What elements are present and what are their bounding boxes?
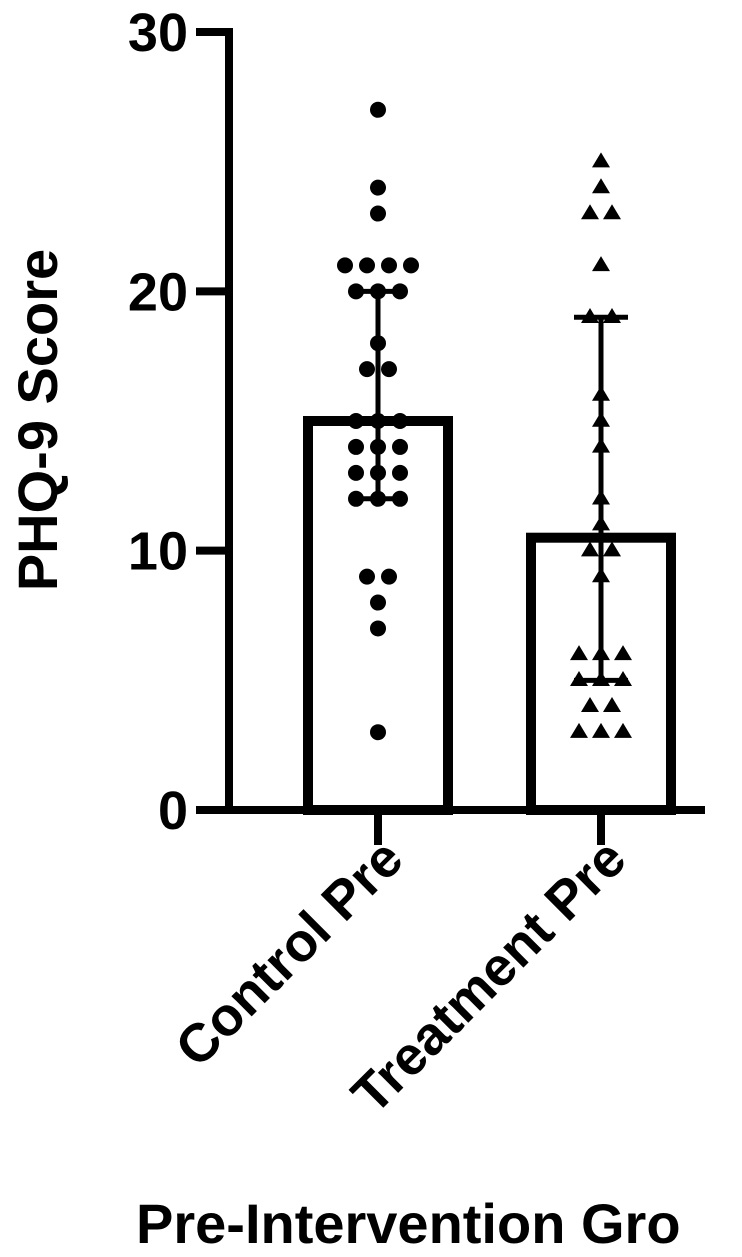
- data-point: [348, 464, 364, 481]
- y-tick-label: 10: [128, 522, 188, 582]
- data-point: [592, 722, 610, 738]
- data-point: [370, 594, 386, 611]
- data-point: [592, 256, 610, 272]
- data-point: [359, 257, 375, 274]
- error-bars-group: [351, 288, 628, 683]
- data-point: [370, 101, 386, 118]
- data-point: [581, 541, 599, 557]
- y-tick-label: 0: [158, 781, 188, 841]
- data-point: [603, 204, 621, 220]
- data-point: [603, 696, 621, 712]
- y-tick-label: 20: [128, 262, 188, 322]
- data-point: [359, 361, 375, 378]
- data-point: [370, 179, 386, 196]
- data-point: [348, 413, 364, 429]
- y-axis-label: PHQ-9 Score: [6, 249, 69, 591]
- data-point: [603, 541, 621, 557]
- bars-group: [303, 416, 676, 815]
- data-point: [581, 204, 599, 220]
- data-point: [392, 438, 408, 455]
- data-point: [614, 722, 632, 738]
- data-point: [359, 568, 375, 585]
- data-point: [403, 257, 419, 274]
- y-tick-label: 30: [128, 3, 188, 63]
- data-point: [370, 620, 386, 637]
- x-tick-label: Control Pre: [164, 828, 414, 1078]
- data-point: [381, 568, 397, 585]
- data-point: [337, 257, 353, 274]
- data-point: [592, 178, 610, 194]
- data-point: [381, 257, 397, 274]
- x-axis-label: Pre-Intervention Gro: [136, 1192, 681, 1255]
- data-point: [392, 413, 408, 429]
- data-point: [592, 152, 610, 168]
- data-point: [614, 645, 632, 661]
- data-point: [581, 696, 599, 712]
- points-group: [337, 101, 632, 741]
- data-point: [381, 361, 397, 378]
- data-point: [570, 722, 588, 738]
- data-point: [370, 205, 386, 222]
- data-point: [392, 464, 408, 481]
- data-point: [348, 438, 364, 455]
- data-point: [370, 724, 386, 741]
- data-point: [570, 645, 588, 661]
